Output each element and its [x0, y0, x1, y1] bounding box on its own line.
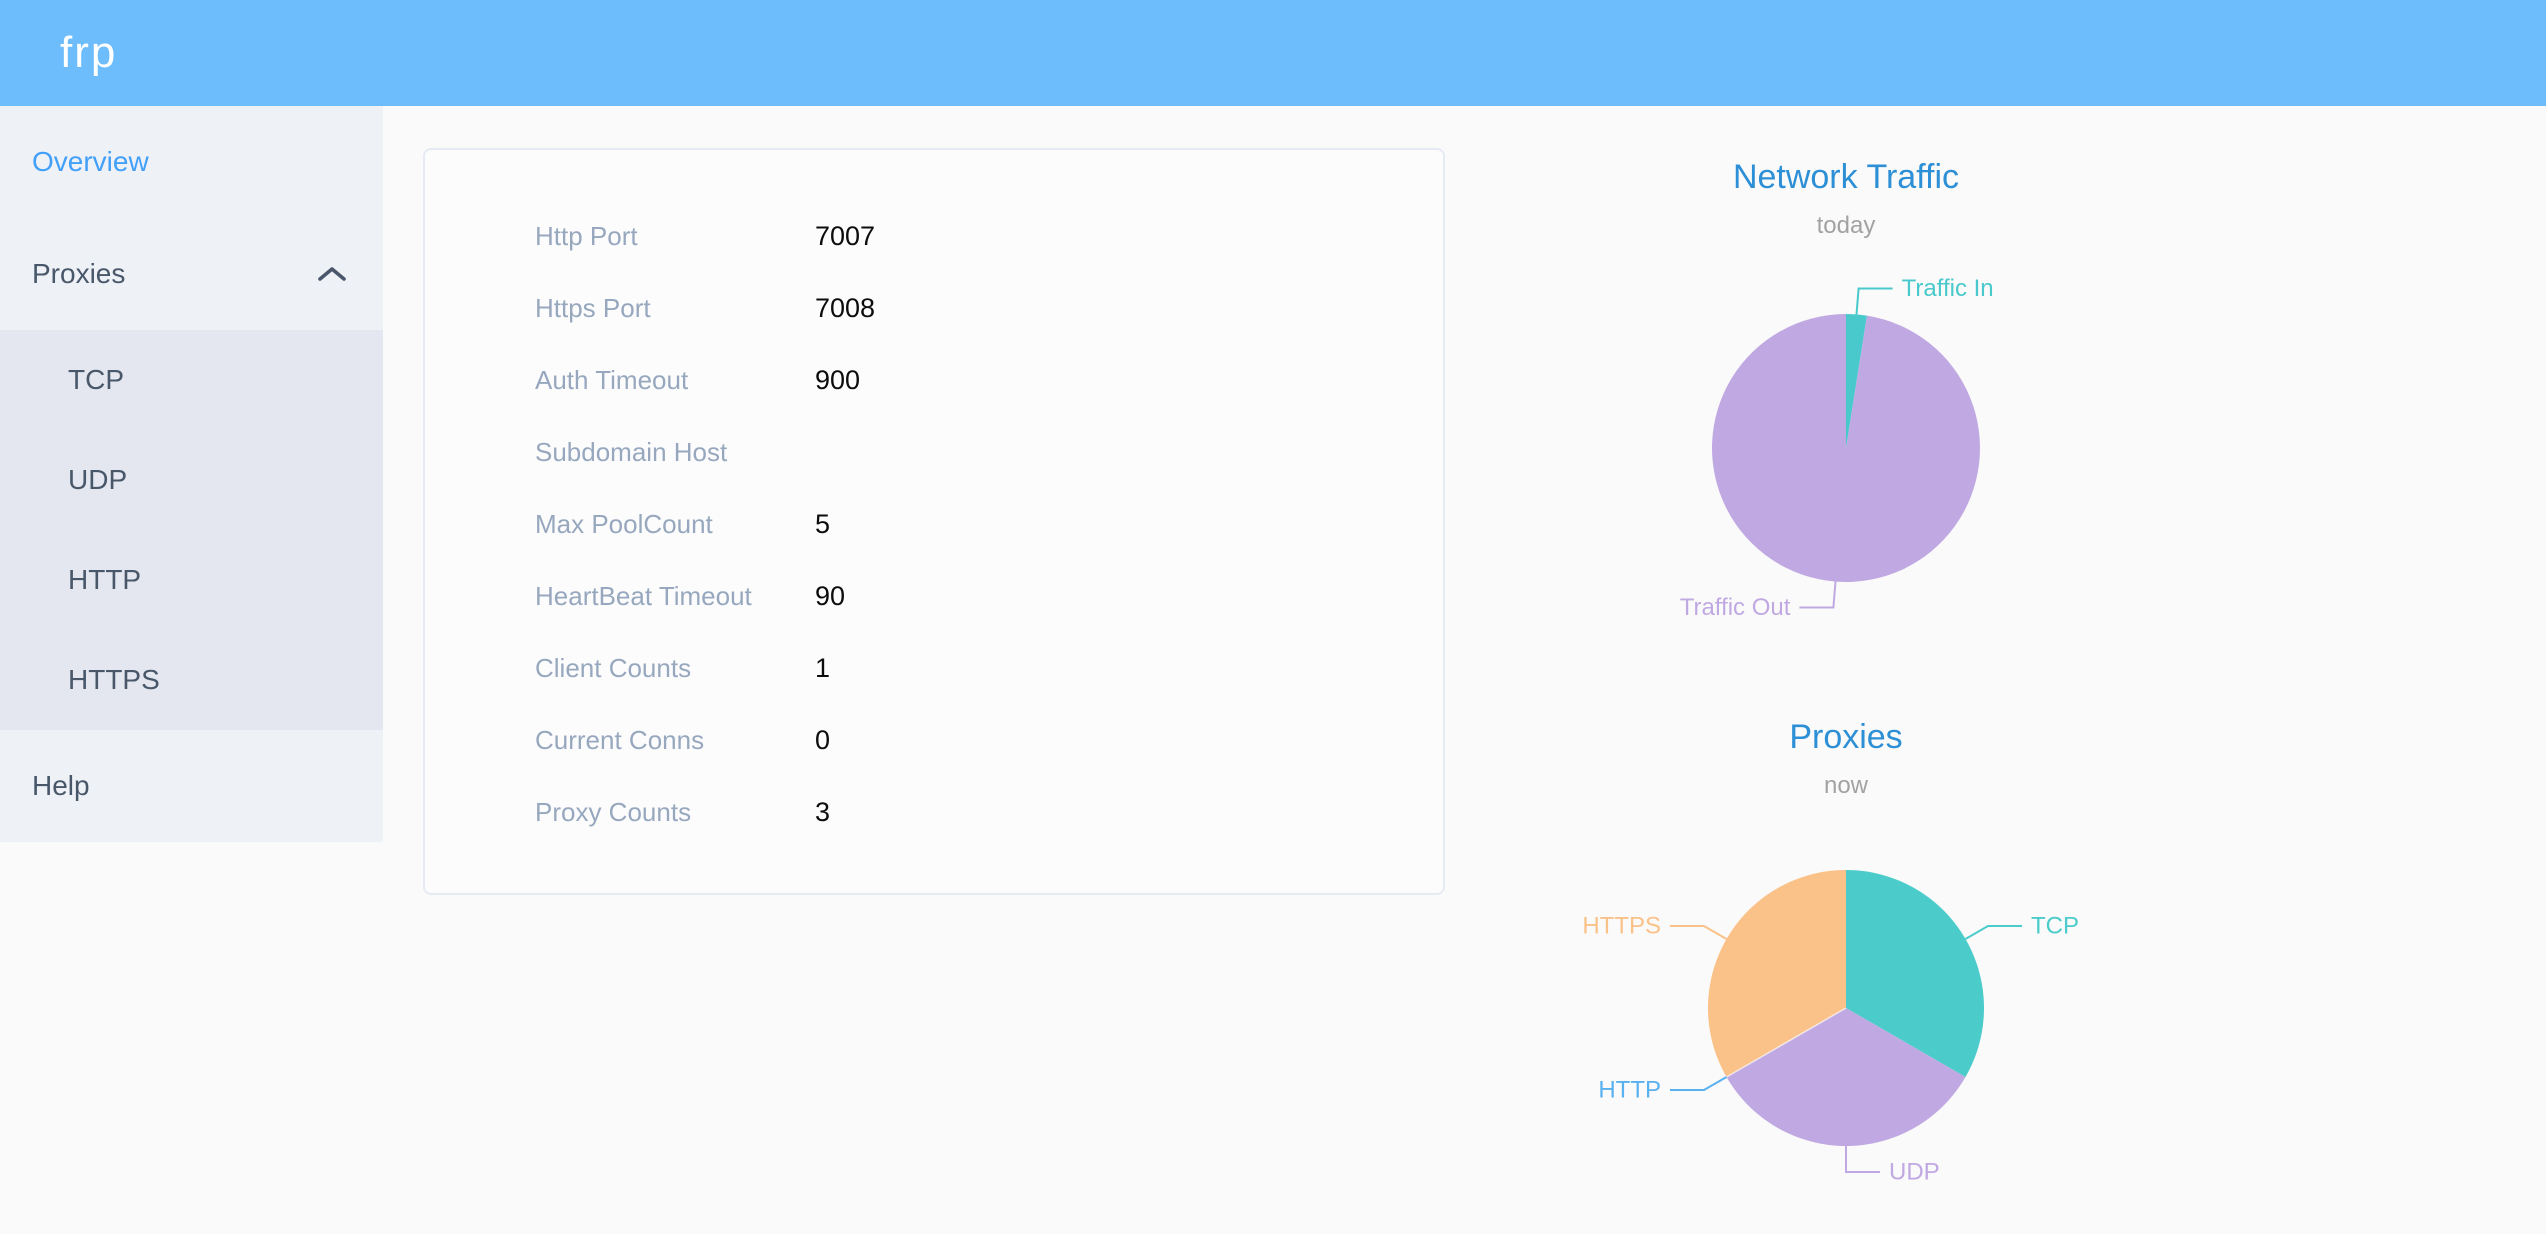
- pie-slice-traffic-out[interactable]: [1711, 314, 1980, 582]
- server-info-card: Http Port 7007 Https Port 7008 Auth Timeou…: [423, 148, 1445, 895]
- table-row: Max PoolCount 5: [425, 488, 1443, 560]
- sidebar-item-proxies-label: Proxies: [32, 258, 126, 289]
- table-row: Https Port 7008: [425, 272, 1443, 344]
- sidebar-item-proxies[interactable]: Proxies: [0, 218, 383, 330]
- table-row: Client Counts 1: [425, 632, 1443, 704]
- chart-subtitle: today: [1816, 212, 1876, 239]
- pie-label-http: HTTP: [1598, 1077, 1661, 1104]
- proxies-pie: TCP UDP HTTP HTTPS: [1582, 870, 2079, 1186]
- sidebar-item-help-label: Help: [32, 770, 90, 801]
- row-value: 900: [815, 364, 861, 395]
- pie-label-https: HTTPS: [1582, 913, 1661, 940]
- pie-label-line-traffic-out: [1799, 581, 1837, 609]
- table-row: Auth Timeout 900: [425, 344, 1443, 416]
- row-label: Max PoolCount: [535, 508, 713, 539]
- pie-label-line-https: [1670, 925, 1728, 940]
- chevron-up-icon[interactable]: [317, 266, 347, 282]
- app-logo: frp: [60, 28, 118, 77]
- pie-label-line-tcp: [1964, 925, 2022, 940]
- sidebar-item-http[interactable]: HTTP: [68, 564, 142, 595]
- pie-slice-udp[interactable]: [1726, 1008, 1966, 1146]
- pie-slice-https[interactable]: [1708, 870, 1846, 1077]
- row-label: Http Port: [535, 220, 638, 251]
- app-header: frp: [0, 0, 2546, 106]
- row-value: 1: [815, 652, 831, 683]
- pie-seam-http: [1726, 1007, 1847, 1078]
- sidebar-item-https[interactable]: HTTPS: [68, 664, 160, 695]
- row-label: Client Counts: [535, 652, 692, 683]
- row-value: 90: [815, 580, 846, 611]
- pie-label-line-http: [1670, 1076, 1728, 1091]
- proxies-submenu: TCP UDP HTTP HTTPS: [0, 330, 383, 730]
- sidebar-item-udp[interactable]: UDP: [68, 464, 128, 495]
- chart-subtitle: now: [1823, 772, 1869, 799]
- table-row: Subdomain Host: [425, 416, 1443, 488]
- network-traffic-chart: Network Traffic today Traffic In Traffic …: [1436, 140, 2256, 700]
- row-value: 7007: [815, 220, 876, 251]
- sidebar-item-help[interactable]: Help: [0, 730, 383, 842]
- row-label: Current Conns: [535, 724, 705, 755]
- pie-slice-tcp[interactable]: [1846, 870, 1984, 1077]
- row-value: 3: [815, 796, 831, 827]
- pie-label-line-udp: [1845, 1146, 1880, 1173]
- sidebar: Overview Proxies TCP UDP HTTP HTTPS Help: [0, 106, 383, 842]
- pie-label-traffic-in: Traffic In: [1902, 275, 1994, 302]
- table-row: Current Conns 0: [425, 704, 1443, 776]
- row-label: Https Port: [535, 292, 651, 323]
- row-value: 5: [815, 508, 831, 539]
- sidebar-item-overview-label: Overview: [32, 146, 149, 177]
- row-label: Subdomain Host: [535, 436, 728, 467]
- pie-label-udp: UDP: [1889, 1159, 1940, 1186]
- sidebar-item-overview[interactable]: Overview: [0, 106, 383, 218]
- chart-title: Proxies: [1789, 718, 1903, 756]
- row-value: 0: [815, 724, 831, 755]
- row-label: Proxy Counts: [535, 796, 692, 827]
- network-traffic-pie: Traffic In Traffic Out: [1680, 275, 1994, 621]
- pie-label-line-traffic-in: [1855, 287, 1893, 315]
- pie-slice-traffic-in[interactable]: [1846, 314, 1867, 448]
- row-value: 7008: [815, 292, 876, 323]
- table-row: Proxy Counts 3: [425, 776, 1443, 848]
- proxies-chart: Proxies now TCP UDP HTTP HTTPS: [1436, 700, 2256, 1234]
- table-row: HeartBeat Timeout 90: [425, 560, 1443, 632]
- row-label: Auth Timeout: [535, 364, 689, 395]
- row-label: HeartBeat Timeout: [535, 580, 752, 611]
- chart-title: Network Traffic: [1732, 158, 1960, 196]
- table-row: Http Port 7007: [425, 200, 1443, 272]
- pie-label-traffic-out: Traffic Out: [1680, 594, 1791, 621]
- sidebar-item-tcp[interactable]: TCP: [68, 364, 124, 395]
- pie-label-tcp: TCP: [2031, 913, 2079, 940]
